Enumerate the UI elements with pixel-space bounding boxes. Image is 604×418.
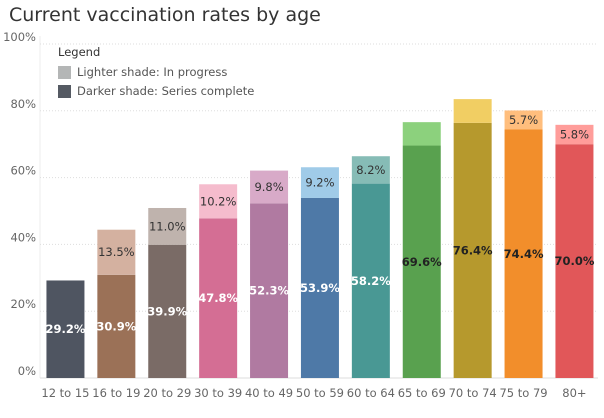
x-tick-label: 60 to 64 [347,386,395,400]
bar-series-complete [453,122,492,378]
y-tick-label: 20% [10,297,36,311]
bar-series-complete [555,144,594,378]
bar-series-complete [351,183,390,378]
data-label-complete: 29.2% [45,322,85,336]
x-tick-label: 20 to 29 [143,386,191,400]
data-label-complete: 53.9% [300,281,340,295]
data-label-complete: 70.0% [554,254,594,268]
bar-series-complete [148,244,187,378]
bar-series-complete [250,203,289,378]
bar-in-progress [351,156,390,184]
legend-label: Lighter shade: In progress [77,65,228,79]
legend-title: Legend [58,45,101,59]
bar-series-complete [402,145,441,378]
legend-item-in-progress: Lighter shade: In progress [58,65,254,79]
bar-series-complete [97,274,136,378]
bar-in-progress [402,122,441,146]
x-tick-label: 30 to 39 [194,386,242,400]
bar-in-progress [250,170,289,204]
data-label-complete: 30.9% [96,319,136,333]
bar-in-progress [199,184,238,219]
data-label-in-progress: 5.7% [509,113,538,127]
data-label-in-progress: 11.0% [149,219,186,233]
x-tick-label: 16 to 19 [92,386,140,400]
data-label-complete: 76.4% [453,243,493,257]
bar-in-progress [453,99,492,123]
bar-series-complete [504,129,543,378]
bar-in-progress [504,110,543,130]
data-label-complete: 39.9% [147,304,187,318]
data-label-in-progress: 9.2% [305,176,334,190]
bar-series-complete [300,197,339,378]
y-tick-label: 60% [10,164,36,178]
x-tick-label: 40 to 49 [245,386,293,400]
x-tick-label: 50 to 59 [296,386,344,400]
chart-title: Current vaccination rates by age [9,4,321,26]
data-label-in-progress: 9.8% [254,180,283,194]
bar-in-progress [300,167,339,198]
legend-label: Darker shade: Series complete [77,84,255,98]
x-tick-label: 12 to 15 [41,386,89,400]
y-tick-label: 80% [10,97,36,111]
data-label-complete: 47.8% [198,291,238,305]
x-tick-label: 80+ [562,386,586,400]
x-tick-label: 70 to 74 [449,386,497,400]
x-tick-label: 75 to 79 [499,386,547,400]
y-tick-label: 40% [10,230,36,244]
data-label-complete: 74.4% [504,247,544,261]
data-label-in-progress: 13.5% [98,245,135,259]
y-tick-label: 100% [3,30,36,44]
legend-swatch [58,84,71,98]
data-label-complete: 58.2% [351,274,391,288]
bar-in-progress [555,124,594,145]
legend-item-complete: Darker shade: Series complete [58,84,254,98]
bar-series-complete [46,280,85,378]
data-label-in-progress: 5.8% [560,128,589,142]
data-label-in-progress: 10.2% [200,194,237,208]
data-label-complete: 52.3% [249,284,289,298]
bar-in-progress [148,207,187,245]
bar-in-progress [97,229,136,275]
x-tick-label: 65 to 69 [398,386,446,400]
legend: Legend Lighter shade: In progress Darker… [58,45,254,103]
bar-series-complete [199,218,238,378]
legend-swatch [58,65,71,79]
data-label-complete: 69.6% [402,255,442,269]
y-tick-label: 0% [18,364,36,378]
data-label-in-progress: 8.2% [356,163,385,177]
